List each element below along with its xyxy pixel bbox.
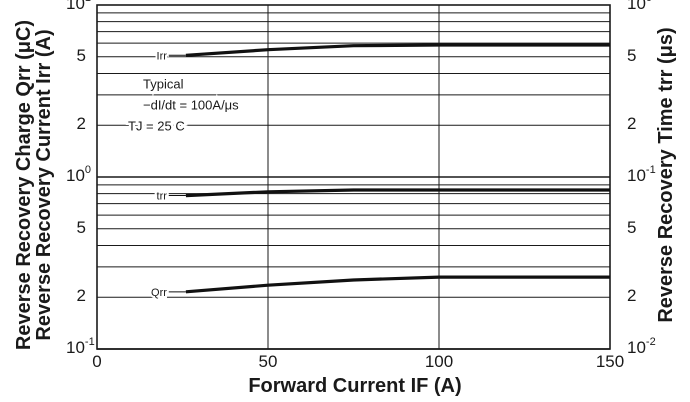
- annotations: Typical −dI/dt = 100A/μs TJ = 25 C: [126, 74, 242, 136]
- right-tick-label: 2: [627, 287, 636, 306]
- annotation-text: −dI/dt = 100A/μs: [143, 97, 239, 112]
- right-tick-label: 5: [627, 46, 636, 65]
- grid: [96, 5, 611, 350]
- left-axis-ticks: 101 5 2 100 5 2 10-1: [66, 0, 95, 357]
- series-line: [185, 43, 610, 57]
- y-axis-title-left-1: Reverse Recovery Charge Qrr (μC): [13, 20, 35, 350]
- x-tick-label: 100: [425, 352, 453, 371]
- x-axis-ticks: 0 50 100 150: [92, 352, 624, 371]
- right-tick-label: 2: [627, 115, 636, 134]
- right-tick-label: 5: [627, 218, 636, 237]
- annotation-text: Typical: [143, 76, 184, 91]
- left-tick-label: 101: [66, 0, 91, 13]
- y-axis-title-left-2: Reverse Recovery Current Irr (A): [33, 29, 55, 340]
- left-tick-label: 5: [77, 46, 86, 65]
- x-tick-label: 0: [92, 352, 101, 371]
- left-tick-label: 2: [77, 115, 86, 134]
- right-tick-label: 10-1: [627, 164, 656, 186]
- x-tick-label: 50: [259, 352, 278, 371]
- right-axis-ticks: 100 5 2 10-1 5 2 10-2: [627, 0, 656, 357]
- series-label: Irr: [157, 50, 168, 62]
- series-label: trr: [157, 191, 168, 203]
- right-tick-label: 10-2: [627, 336, 656, 358]
- right-tick-label: 100: [627, 0, 652, 13]
- left-tick-label: 5: [77, 218, 86, 237]
- series-line: [185, 275, 610, 294]
- series-label: Qrr: [151, 287, 167, 299]
- x-axis-title: Forward Current IF (A): [248, 375, 461, 397]
- series-lines: Irr trr Qrr: [149, 43, 610, 301]
- left-tick-label: 100: [66, 164, 91, 186]
- left-tick-label: 2: [77, 287, 86, 306]
- x-tick-label: 150: [596, 352, 624, 371]
- series-line: [185, 188, 610, 198]
- plot-frame: [96, 4, 611, 350]
- annotation-text: TJ = 25 C: [128, 118, 185, 133]
- left-tick-label: 10-1: [66, 336, 95, 358]
- y-axis-title-right: Reverse Recovery Time trr (μs): [655, 27, 677, 322]
